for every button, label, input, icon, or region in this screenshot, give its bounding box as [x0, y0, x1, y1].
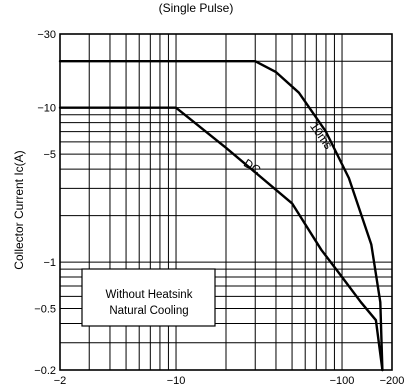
- y-tick-label: −30: [37, 29, 56, 41]
- x-tick-label: −2: [54, 375, 67, 387]
- legend-box: Without Heatsink Natural Cooling: [82, 269, 215, 326]
- x-tick-label: −100: [330, 375, 355, 387]
- series-label-dc: DC: [241, 156, 263, 177]
- legend-line-2: Natural Cooling: [109, 305, 188, 317]
- x-tick-label: −10: [167, 375, 186, 387]
- y-tick-label: −5: [43, 149, 56, 161]
- legend-line-1: Without Heatsink: [106, 289, 193, 301]
- chart-title: (Single Pulse): [159, 1, 234, 15]
- y-tick-label: −10: [37, 103, 56, 115]
- x-tick-labels: −2 −10 −100 −200: [54, 375, 405, 387]
- y-tick-label: −0.5: [34, 304, 56, 316]
- x-tick-label: −200: [380, 375, 405, 387]
- y-tick-labels: −30−10−5−1−0.5−0.2: [34, 29, 56, 377]
- series-label-10ms: 10ms: [307, 120, 335, 152]
- y-tick-label: −1: [43, 257, 56, 269]
- y-axis-label: Collector Current Ic(A): [12, 150, 26, 269]
